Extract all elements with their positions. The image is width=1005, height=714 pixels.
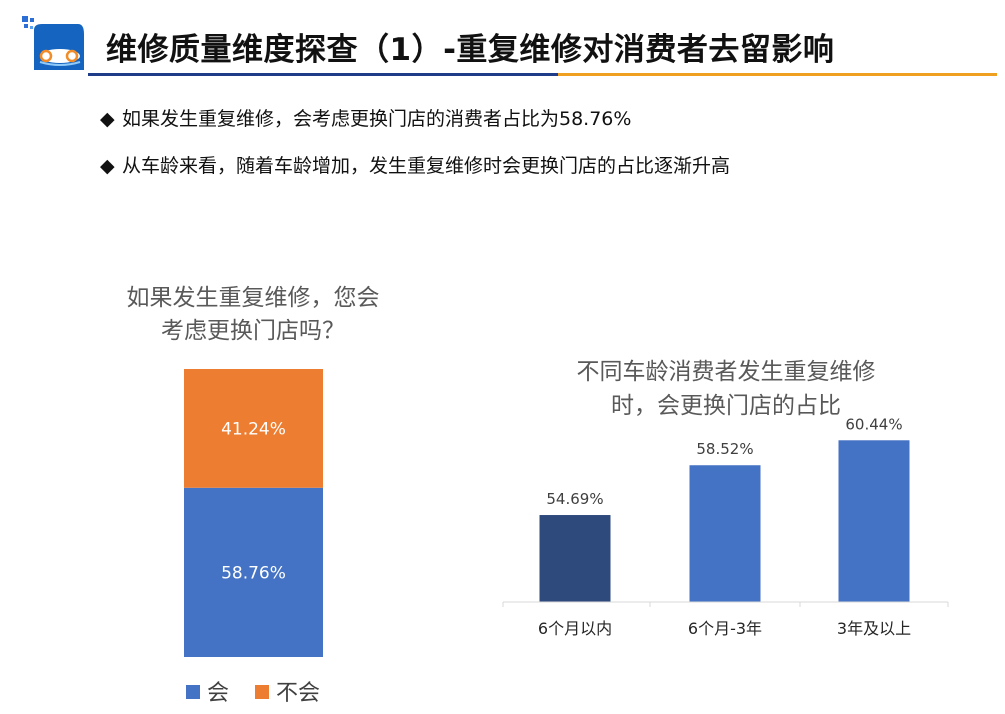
chart-legend: 会 不会	[186, 681, 320, 706]
bar	[838, 440, 910, 602]
bullet-text: 从车龄来看，随着车龄增加，发生重复维修时会更换门店的占比逐渐升高	[122, 155, 731, 177]
data-label: 58.52%	[696, 440, 753, 458]
title-divider-orange	[558, 73, 997, 76]
company-logo	[20, 14, 86, 76]
bar	[539, 515, 611, 602]
title-divider-blue	[88, 73, 558, 76]
data-label: 54.69%	[546, 490, 603, 508]
stacked-bar-chart: 如果发生重复维修，您会 考虑更换门店吗？ 58.76% 41.24% 会 不会	[127, 285, 380, 706]
bullet-text: 如果发生重复维修，会考虑更换门店的消费者占比为58.76%	[122, 108, 632, 130]
data-label: 41.24%	[221, 419, 286, 439]
bullet-point: ◆ 如果发生重复维修，会考虑更换门店的消费者占比为58.76%	[100, 104, 631, 131]
x-tick-label: 6个月-3年	[688, 619, 762, 638]
chart-title-line: 时，会更换门店的占比	[611, 393, 841, 419]
chart-title-line: 不同车龄消费者发生重复维修	[577, 359, 876, 385]
x-tick-label: 6个月以内	[538, 619, 612, 638]
x-axis-ticks: 6个月以内 6个月-3年 3年及以上	[502, 602, 949, 638]
chart-title-line: 如果发生重复维修，您会	[127, 285, 380, 311]
bar-segment-no	[184, 369, 323, 488]
legend-label: 会	[207, 681, 229, 706]
diamond-bullet-icon: ◆	[100, 155, 115, 177]
data-label: 60.44%	[845, 415, 902, 433]
legend-label: 不会	[276, 681, 320, 706]
x-tick-label: 3年及以上	[837, 619, 911, 638]
page-title: 维修质量维度探查（1）-重复维修对消费者去留影响	[106, 32, 835, 68]
bar-group: 54.69% 58.52% 60.44%	[539, 415, 910, 602]
data-label: 58.76%	[221, 563, 286, 583]
chart-title-line: 考虑更换门店吗？	[161, 318, 345, 344]
legend-swatch-no	[255, 685, 269, 699]
age-bar-chart: 不同车龄消费者发生重复维修 时，会更换门店的占比 54.69% 58.52% 60.…	[502, 359, 949, 638]
legend-swatch-yes	[186, 685, 200, 699]
bullet-point: ◆ 从车龄来看，随着车龄增加，发生重复维修时会更换门店的占比逐渐升高	[100, 151, 730, 178]
diamond-bullet-icon: ◆	[100, 108, 115, 130]
bar-segment-yes	[184, 487, 323, 657]
bar	[689, 465, 761, 602]
